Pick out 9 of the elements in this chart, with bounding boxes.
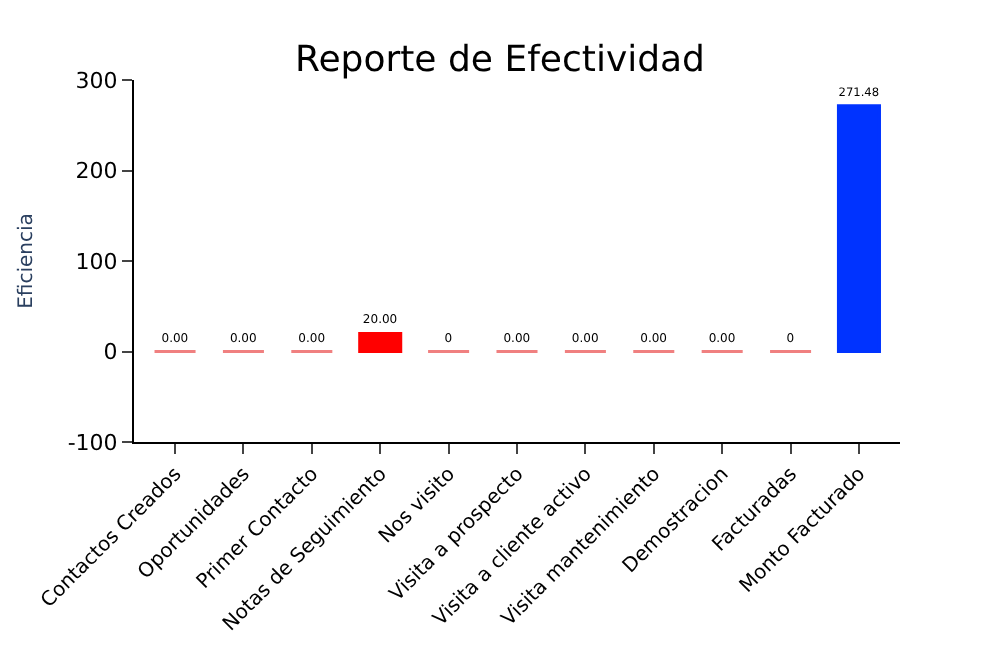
- y-tick-label: 100: [75, 248, 118, 275]
- y-axis-title: Eficiencia: [15, 213, 38, 309]
- chart-title: Reporte de Efectividad: [295, 39, 705, 82]
- bar: [358, 331, 403, 353]
- y-tick-label: 300: [75, 67, 118, 94]
- y-tick-label: -100: [67, 429, 118, 456]
- bar: [836, 104, 881, 353]
- y-tick-label: 200: [75, 158, 118, 185]
- y-tick-label: 0: [103, 339, 118, 366]
